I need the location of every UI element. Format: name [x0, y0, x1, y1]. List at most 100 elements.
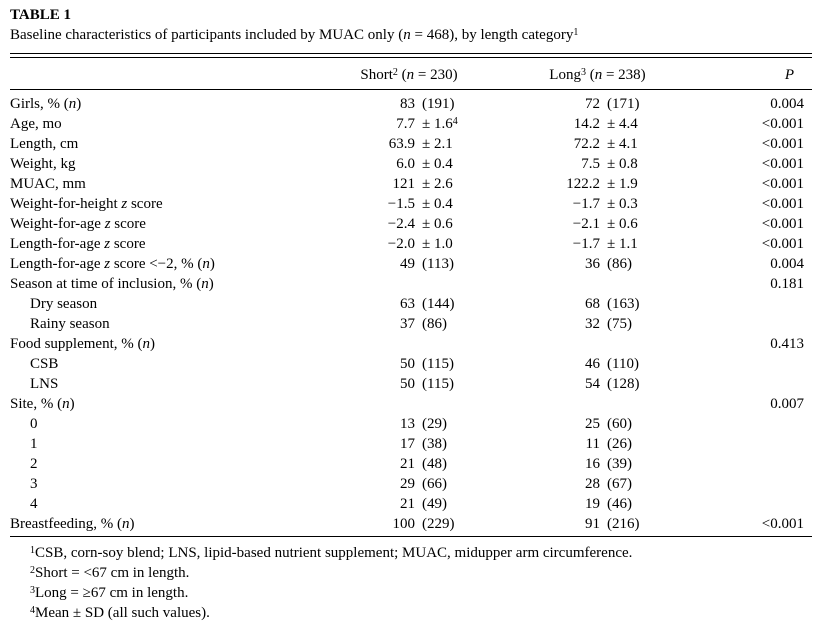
p-value: 0.413	[770, 335, 804, 352]
table-row: Site, % (n) 0.007	[10, 394, 812, 414]
p-value	[692, 374, 812, 394]
footnote-marker: 2	[30, 564, 35, 576]
table-row: 0 13 (29) 25 (60)	[10, 414, 812, 434]
long-value-num: 91	[585, 515, 600, 532]
short-value-rest: (113)	[422, 255, 454, 272]
long-value-rest: ± 1.1	[607, 235, 638, 252]
long-value-num: 54	[585, 375, 600, 392]
p-value	[692, 294, 812, 314]
long-value-rest: ± 4.4	[607, 115, 638, 132]
top-double-rule	[10, 53, 812, 58]
row-label: Rainy season	[30, 315, 110, 332]
long-value-rest: (67)	[607, 475, 632, 492]
table-row: 3 29 (66) 28 (67)	[10, 474, 812, 494]
long-value-num	[503, 334, 600, 354]
table-row: MUAC, mm 121 ± 2.6 122.2 ± 1.9 <0.001	[10, 174, 812, 194]
bottom-rule	[10, 535, 812, 537]
p-value: <0.001	[761, 155, 804, 172]
short-value-rest: (66)	[422, 475, 447, 492]
footnote: 3Long = ≥67 cm in length.	[10, 583, 812, 603]
table-row: Age, mo 7.7 ± 1.64 14.2 ± 4.4 <0.001	[10, 114, 812, 134]
long-value-num: −2.1	[572, 215, 600, 232]
p-value: <0.001	[761, 135, 804, 152]
long-value-rest: ± 0.8	[607, 155, 638, 172]
short-value-rest	[415, 334, 503, 354]
long-value-rest: (46)	[607, 495, 632, 512]
footnote: 2Short = <67 cm in length.	[10, 563, 812, 583]
short-value-num: 49	[400, 255, 415, 272]
row-label: Girls, % (n)	[10, 95, 82, 112]
p-value	[692, 414, 812, 434]
long-value-num: 7.5	[581, 155, 600, 172]
long-value-num: 36	[585, 255, 600, 272]
row-label: Site, % (n)	[10, 395, 75, 412]
footnotes: 1CSB, corn-soy blend; LNS, lipid-based n…	[10, 543, 812, 623]
p-value: <0.001	[761, 235, 804, 252]
long-value-rest: (86)	[607, 255, 632, 272]
long-value-rest: ± 4.1	[607, 135, 638, 152]
row-label: Length-for-age z score	[10, 235, 146, 252]
table-row: CSB 50 (115) 46 (110)	[10, 354, 812, 374]
long-value-rest: (39)	[607, 455, 632, 472]
short-value-rest: ± 1.64	[422, 115, 458, 132]
column-header-row: Short2 (n = 230) Long3 (n = 238) P	[10, 58, 812, 89]
long-value-rest: (26)	[607, 435, 632, 452]
p-value: 0.004	[770, 95, 804, 112]
long-value-num	[503, 394, 600, 414]
row-label: LNS	[30, 375, 59, 392]
short-value-rest: (86)	[422, 315, 447, 332]
footnote-text: Mean ± SD (all such values).	[35, 604, 210, 621]
short-value-rest: (115)	[422, 375, 454, 392]
long-value-num: 28	[585, 475, 600, 492]
short-value-rest: ± 0.4	[422, 195, 453, 212]
p-value: <0.001	[761, 215, 804, 232]
short-value-rest: (48)	[422, 455, 447, 472]
short-value-rest: (38)	[422, 435, 447, 452]
table-row: Season at time of inclusion, % (n) 0.181	[10, 274, 812, 294]
row-label: Age, mo	[10, 115, 62, 132]
table-row: 4 21 (49) 19 (46)	[10, 494, 812, 514]
table-row: 2 21 (48) 16 (39)	[10, 454, 812, 474]
short-value-num: 63.9	[388, 135, 415, 152]
short-value-rest: (29)	[422, 415, 447, 432]
short-value-num: 50	[400, 375, 415, 392]
long-value-num: 11	[585, 435, 600, 452]
header-rule	[10, 88, 812, 90]
short-value-rest: (49)	[422, 495, 447, 512]
table-row: Breastfeeding, % (n) 100 (229) 91 (216) <0.00…	[10, 514, 812, 534]
long-value-rest	[600, 394, 692, 414]
p-value	[692, 454, 812, 474]
long-value-num: 25	[585, 415, 600, 432]
p-value	[692, 434, 812, 454]
table-row: Length-for-age z score <−2, % (n) 49 (113)…	[10, 254, 812, 274]
column-header-long: Long3 (n = 238)	[549, 66, 646, 83]
table-row: Weight-for-age z score −2.4 ± 0.6 −2.1 ± 0.6…	[10, 214, 812, 234]
short-value-num: −1.5	[387, 195, 415, 212]
short-value-num: 37	[400, 315, 415, 332]
p-value: 0.007	[770, 395, 804, 412]
table-row: 1 17 (38) 11 (26)	[10, 434, 812, 454]
p-value: <0.001	[761, 515, 804, 532]
p-value	[692, 354, 812, 374]
long-value-num: 19	[585, 495, 600, 512]
row-label: Weight-for-height z score	[10, 195, 163, 212]
row-label: Weight-for-age z score	[10, 215, 146, 232]
table-caption: Baseline characteristics of participants…	[10, 27, 579, 43]
long-value-num: 16	[585, 455, 600, 472]
short-value-num: 29	[400, 475, 415, 492]
short-value-rest: ± 0.6	[422, 215, 453, 232]
long-value-num: −1.7	[572, 235, 600, 252]
long-value-rest: ± 1.9	[607, 175, 638, 192]
paper-table: TABLE 1 Baseline characteristics of part…	[10, 0, 812, 623]
row-label: MUAC, mm	[10, 175, 86, 192]
long-value-rest: (128)	[607, 375, 640, 392]
row-label: 4	[30, 495, 38, 512]
long-value-num: 72	[585, 95, 600, 112]
long-value-num: 72.2	[573, 135, 600, 152]
long-value-num: 46	[585, 355, 600, 372]
long-value-num: 122.2	[566, 175, 600, 192]
long-value-rest	[600, 334, 692, 354]
row-label: CSB	[30, 355, 59, 372]
row-label: 1	[30, 435, 38, 452]
long-value-rest: ± 0.6	[607, 215, 638, 232]
